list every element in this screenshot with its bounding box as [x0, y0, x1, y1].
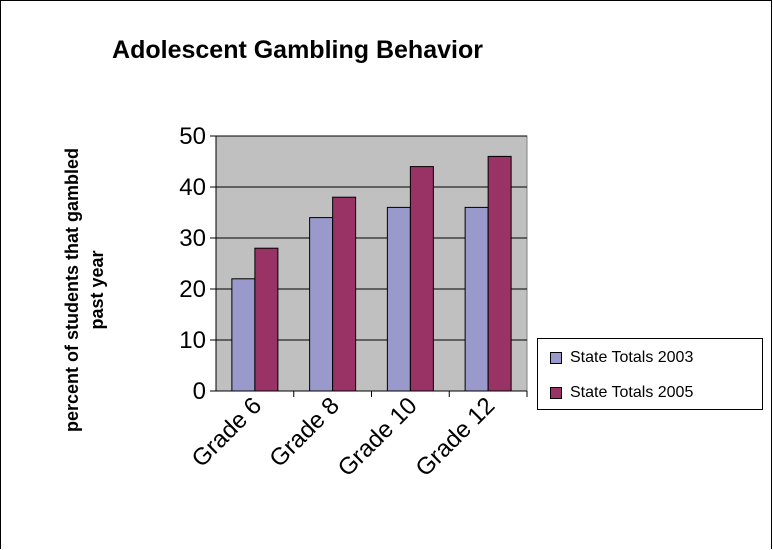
y-tick-label: 40 — [179, 174, 206, 201]
y-tick-label: 30 — [179, 225, 206, 252]
bar — [309, 217, 334, 392]
bar — [231, 278, 256, 392]
y-tick-label: 0 — [193, 378, 206, 405]
legend: State Totals 2003 State Totals 2005 — [537, 338, 763, 410]
y-tick-label: 50 — [179, 123, 206, 150]
legend-swatch-2003 — [550, 352, 562, 364]
bar — [386, 206, 411, 392]
legend-label-2005: State Totals 2005 — [570, 384, 694, 401]
bar — [409, 166, 434, 392]
x-tick-label: Grade 10 — [333, 392, 423, 482]
bar — [332, 196, 357, 392]
legend-item-2005: State Totals 2005 — [550, 384, 693, 402]
chart-title: Adolescent Gambling Behavior — [112, 36, 483, 64]
bar — [254, 247, 279, 392]
bar — [487, 155, 512, 392]
x-tick-label: Grade 12 — [411, 392, 501, 482]
legend-label-2003: State Totals 2003 — [570, 349, 694, 366]
y-tick-label: 10 — [179, 327, 206, 354]
y-tick-label: 20 — [179, 276, 206, 303]
legend-item-2003: State Totals 2003 — [550, 349, 693, 367]
x-tick-label: Grade 8 — [264, 392, 344, 472]
bar — [464, 206, 489, 392]
legend-swatch-2005 — [550, 387, 562, 399]
